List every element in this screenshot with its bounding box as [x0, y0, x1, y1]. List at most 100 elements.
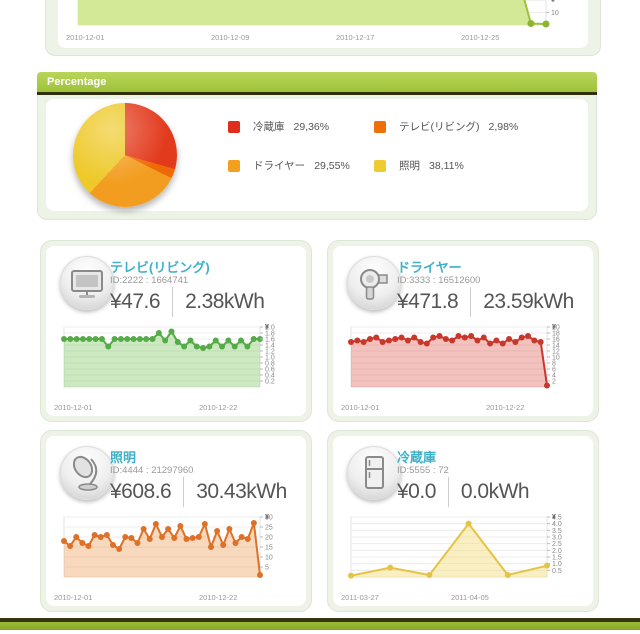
legend-label: 照明	[399, 160, 420, 172]
device-area-chart: 4.54.03.53.02.52.01.51.00.5 ¥2011-03-27 20…	[341, 514, 562, 602]
unit-label: ¥	[265, 514, 269, 521]
y-tick-label: 15	[265, 545, 273, 552]
y-tick-label: 10	[551, 10, 559, 17]
device-icon-badge	[347, 256, 401, 310]
y-tick-label: 3.5	[552, 528, 562, 535]
unit-label: ¥	[552, 514, 556, 521]
device-values: ¥471.8 23.59kWh	[397, 287, 574, 317]
device-card[interactable]: 冷蔵庫 ID:5555 : 72 ¥0.0 0.0kWh 4.5 4.0 3.5 3.0 2.5…	[327, 430, 599, 612]
device-title: 照明	[110, 450, 137, 465]
legend-value: 2,98%	[488, 120, 519, 133]
legend-value: 29,55%	[314, 159, 350, 172]
energy-value: 2.38kWh	[185, 290, 265, 313]
device-title: ドライヤー	[397, 260, 462, 275]
device-card-body: 照明 ID:4444 : 21297960 ¥608.6 30.43kWh 30 25 20…	[46, 436, 306, 606]
x-axis-label: 2010-12-09	[211, 33, 249, 42]
unit-label: ¥	[551, 0, 555, 4]
device-card[interactable]: ドライヤー ID:3333 : 16512600 ¥471.8 23.59kWh 20 1…	[327, 240, 599, 422]
percentage-body: 冷蔵庫 29,36% テレビ(リビング) 2,98% ドライヤー 29,55% 照明 38,1…	[37, 95, 597, 220]
tv-icon	[71, 270, 103, 298]
overview-chart: 10 ¥2010-12-01 2010-12-09 2010-12-17 2010-12…	[66, 0, 588, 44]
device-area-chart: 30 25 20 15 10 5 ¥2010-12-01 2010-12-22	[54, 514, 273, 602]
overview-area-chart: 10 ¥2010-12-01 2010-12-09 2010-12-17 2010-12…	[66, 0, 559, 42]
y-tick-label: 4	[552, 373, 556, 380]
y-tick-label: 6	[552, 367, 556, 374]
device-id: ID:5555 : 72	[397, 465, 449, 476]
x-axis-label: 2011-03-27	[341, 593, 379, 602]
y-tick-label: 16	[552, 337, 560, 344]
y-tick-label: 30	[265, 515, 273, 522]
legend-value: 38,11%	[429, 159, 464, 172]
y-tick-label: 1.0	[265, 355, 275, 362]
percentage-header: Percentage	[37, 72, 597, 92]
dryer-icon	[360, 269, 388, 300]
y-tick-label: 4.5	[552, 515, 562, 522]
x-axis-label: 2010-12-22	[486, 403, 524, 412]
legend-item: テレビ(リビング) 2,98%	[374, 119, 518, 134]
y-tick-label: 1.2	[265, 349, 275, 356]
y-tick-label: 1.0	[552, 561, 562, 568]
device-card-body: ドライヤー ID:3333 : 16512600 ¥471.8 23.59kWh 20 1…	[333, 246, 593, 416]
unit-label: ¥	[265, 324, 269, 331]
cost-value: ¥608.6	[110, 480, 172, 503]
value-divider	[470, 287, 472, 317]
device-chart: 30 25 20 15 10 5 ¥2010-12-01 2010-12-22	[52, 510, 306, 604]
overview-panel: 10 ¥2010-12-01 2010-12-09 2010-12-17 2010-12…	[45, 0, 601, 56]
device-chart: 2.0 1.8 1.6 1.4 1.2 1.0 0.8 0.6 0.4 0.2 ¥2010-12-0…	[52, 320, 306, 414]
legend-label: ドライヤー	[253, 160, 306, 172]
y-tick-label: 0.6	[265, 367, 275, 374]
y-tick-label: 0.8	[265, 361, 275, 368]
device-chart: 20 18 16 14 12 10 8 6 4 2 ¥2010-12-01 2010-12-22	[339, 320, 593, 414]
legend-swatch	[374, 120, 386, 133]
lamp-icon	[72, 455, 98, 491]
y-tick-label: 18	[552, 331, 560, 338]
x-axis-label: 2011-04-05	[451, 593, 489, 602]
device-values: ¥608.6 30.43kWh	[110, 477, 287, 507]
x-axis-label: 2010-12-17	[336, 33, 374, 42]
x-axis-label: 2010-12-01	[66, 33, 104, 42]
y-tick-label: 2.5	[552, 541, 562, 548]
legend: 冷蔵庫 29,36% テレビ(リビング) 2,98% ドライヤー 29,55% 照明 38,1…	[228, 119, 518, 173]
device-id: ID:3333 : 16512600	[397, 275, 481, 286]
energy-value: 30.43kWh	[196, 480, 287, 503]
legend-item: 冷蔵庫 29,36%	[228, 119, 374, 134]
percentage-section: Percentage 冷蔵庫 29,36% テレビ(リビング) 2,98% ドライヤー 2…	[37, 72, 597, 220]
legend-label: テレビ(リビング)	[399, 121, 480, 133]
energy-value: 23.59kWh	[483, 290, 574, 313]
device-title: 冷蔵庫	[397, 450, 437, 465]
y-tick-label: 20	[552, 325, 560, 332]
y-tick-label: 1.6	[265, 337, 275, 344]
y-tick-label: 0.4	[265, 373, 275, 380]
legend-value: 29,36%	[293, 120, 330, 133]
device-cards-grid: テレビ(リビング) ID:2222 : 1664741 ¥47.6 2.38kWh 2.…	[40, 240, 600, 612]
y-tick-label: 0.2	[265, 379, 275, 386]
cost-value: ¥471.8	[397, 290, 459, 313]
y-tick-label: 2.0	[552, 548, 562, 555]
device-area-chart: 2.01.81.61.41.21.00.80.60.40.2 ¥2010-12-0…	[54, 324, 275, 412]
y-tick-label: 0.5	[552, 568, 562, 575]
y-tick-label: 2	[552, 379, 556, 386]
legend-swatch	[374, 159, 386, 172]
device-icon-badge	[60, 256, 114, 310]
device-card[interactable]: 照明 ID:4444 : 21297960 ¥608.6 30.43kWh 30 25 20…	[40, 430, 312, 612]
device-icon-badge	[60, 446, 114, 500]
x-axis-label: 2010-12-22	[199, 403, 237, 412]
value-divider	[447, 477, 449, 507]
value-divider	[172, 287, 174, 317]
y-tick-label: 25	[265, 525, 273, 532]
cost-value: ¥47.6	[110, 290, 161, 313]
legend-swatch	[228, 120, 240, 133]
device-card[interactable]: テレビ(リビング) ID:2222 : 1664741 ¥47.6 2.38kWh 2.…	[40, 240, 312, 422]
legend-swatch	[228, 159, 240, 172]
y-tick-label: 10	[265, 555, 273, 562]
y-tick-label: 10	[552, 355, 560, 362]
y-tick-label: 1.8	[265, 331, 275, 338]
x-axis-label: 2010-12-25	[461, 33, 499, 42]
y-tick-label: 1.4	[265, 343, 275, 350]
device-title: テレビ(リビング)	[110, 260, 210, 275]
y-tick-label: 1.5	[552, 555, 562, 562]
device-values: ¥0.0 0.0kWh	[397, 477, 530, 507]
y-tick-label: 8	[552, 361, 556, 368]
footer-bar	[0, 618, 640, 630]
device-id: ID:2222 : 1664741	[110, 275, 189, 286]
